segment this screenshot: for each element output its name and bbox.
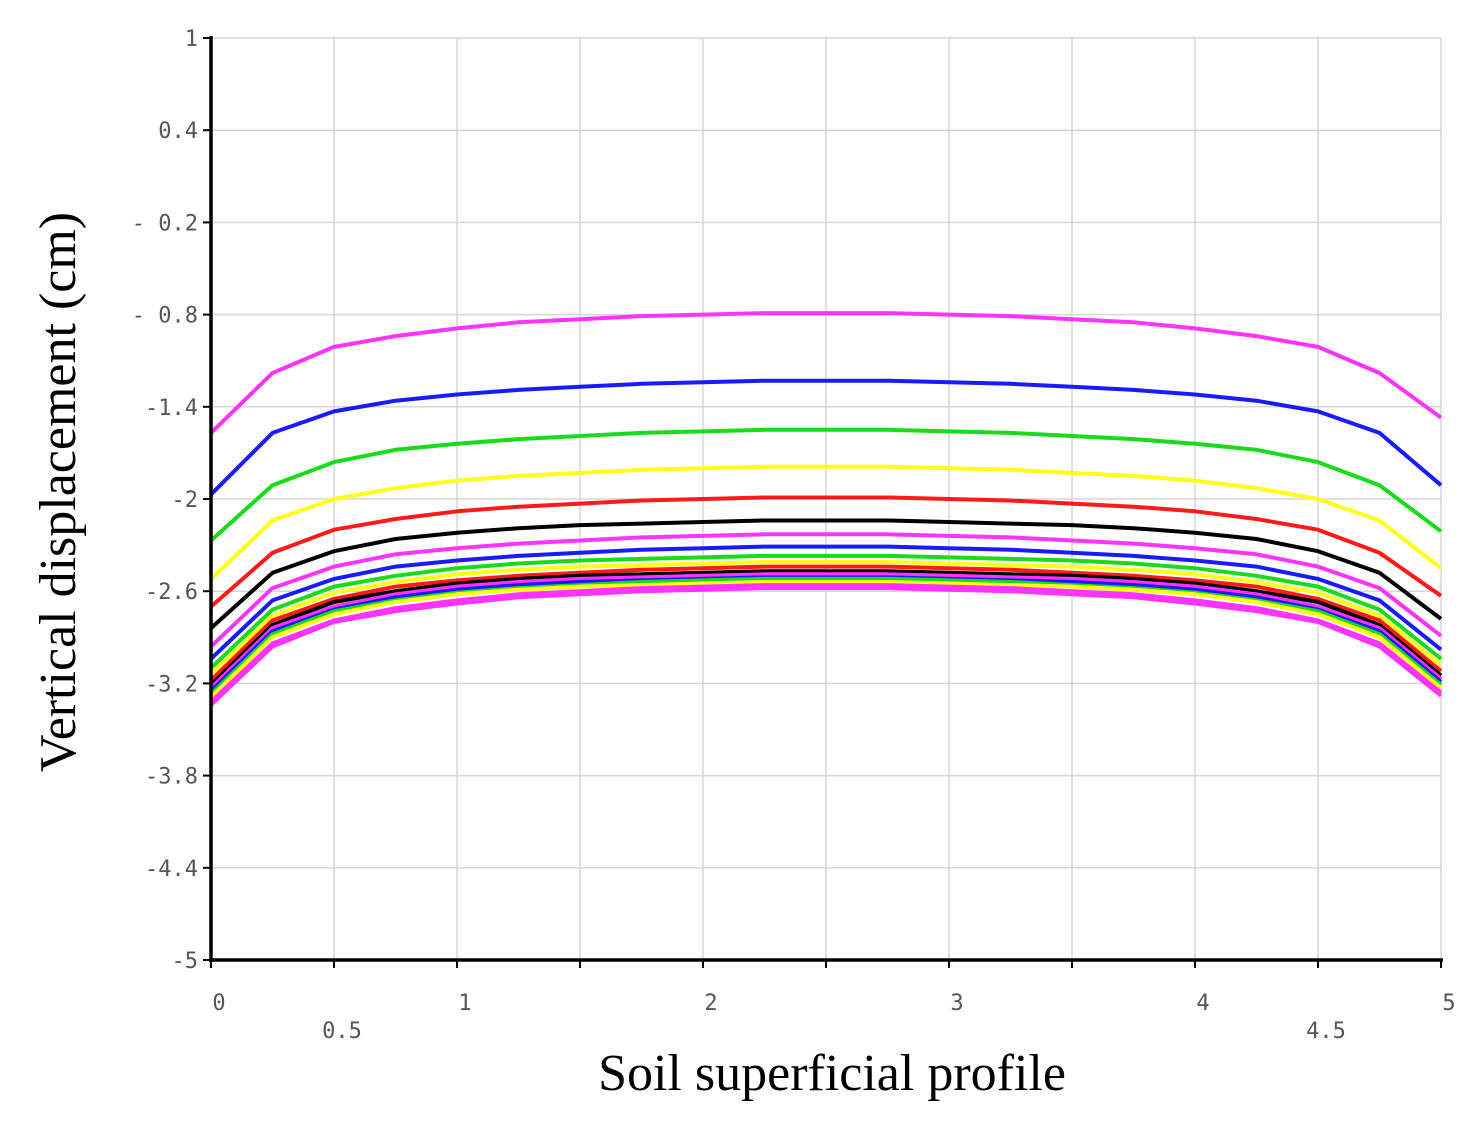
- y-axis-title: Vertical displacement (cm): [30, 212, 87, 772]
- series-line-8: [209, 544, 1443, 661]
- series-line-7: [209, 532, 1443, 648]
- series-line-17: [209, 583, 1443, 704]
- y-tick-label-1: 0.4: [158, 119, 198, 144]
- series-line-3: [209, 427, 1443, 542]
- x-axis-title: Soil superficial profile: [598, 1045, 1066, 1102]
- y-tick-label-9: -4.4: [145, 857, 198, 882]
- x-tick-label-6: 4.5: [1306, 1019, 1346, 1044]
- y-tick-label-3: - 0.8: [132, 304, 198, 329]
- series-line-10: [209, 560, 1443, 676]
- series-line-2: [209, 378, 1443, 496]
- series-line-5: [209, 495, 1443, 609]
- y-tick-label-5: -2: [172, 488, 199, 513]
- series-line-18: [209, 586, 1443, 707]
- x-tick-label-7: 5: [1442, 991, 1455, 1016]
- series-line-11: [209, 564, 1443, 682]
- y-tick-label-2: - 0.2: [132, 211, 198, 236]
- x-tick-label-1: 0.5: [322, 1019, 362, 1044]
- series-line-1: [209, 311, 1443, 435]
- x-tick-label-5: 4: [1196, 991, 1209, 1016]
- x-tick-label-4: 3: [950, 991, 963, 1016]
- y-tick-label-7: -3.2: [145, 672, 198, 697]
- x-tick-label-2: 1: [458, 991, 471, 1016]
- series-line-6: [209, 518, 1443, 630]
- x-tick-label-0: 0: [212, 991, 225, 1016]
- series-line-12: [209, 569, 1443, 687]
- y-tick-label-10: -5: [172, 949, 199, 974]
- series-line-9: [209, 553, 1443, 670]
- x-tick-label-3: 2: [704, 991, 717, 1016]
- y-tick-label-6: -2.6: [145, 580, 198, 605]
- axes: [203, 36, 1443, 968]
- y-tick-labels: 1 0.4 - 0.2 - 0.8 -1.4 -2 -2.6 -3.2 -3.8 -4.4 -5: [132, 27, 198, 974]
- y-tick-label-8: -3.8: [145, 765, 198, 790]
- series-line-16: [209, 580, 1443, 699]
- x-tick-labels: 0 0.5 1 2 3 4 4.5 5: [212, 991, 1455, 1044]
- series-lines: [209, 311, 1443, 707]
- y-tick-label-0: 1: [185, 27, 198, 52]
- series-line-4: [209, 464, 1443, 581]
- y-tick-label-4: -1.4: [145, 396, 198, 421]
- series-line-13: [209, 572, 1443, 690]
